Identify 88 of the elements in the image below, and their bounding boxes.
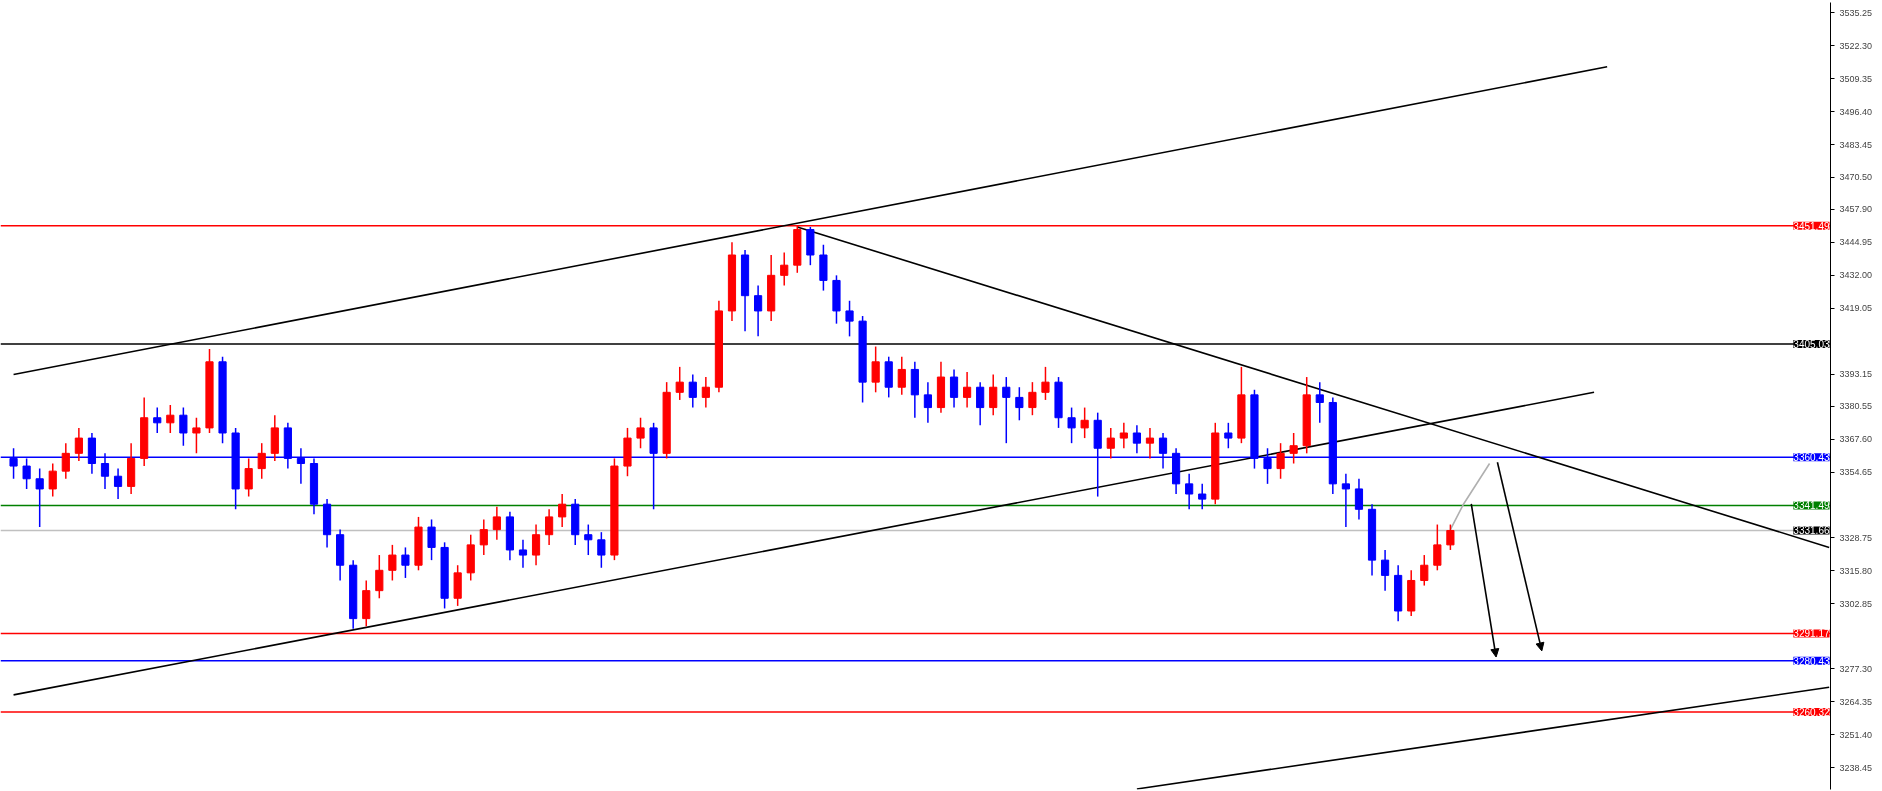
candlestick (1132, 424, 1141, 455)
candlestick (963, 371, 972, 409)
candlestick (871, 345, 880, 394)
candlestick (1380, 549, 1390, 592)
candlestick (701, 376, 710, 409)
candlestick (518, 539, 528, 569)
ref-line-label: 3405.03 (1793, 338, 1830, 350)
candlestick (61, 442, 70, 480)
candlestick (427, 518, 436, 561)
candlestick (597, 531, 606, 569)
ref-line-label: 3341.49 (1793, 500, 1830, 512)
candlestick (1420, 554, 1429, 587)
candlestick (636, 416, 645, 449)
candlestick (48, 462, 57, 498)
candlestick (1015, 386, 1024, 422)
candlestick (1289, 432, 1298, 465)
candlestick (166, 404, 175, 434)
y-tick-label: 3509.35 (1839, 73, 1873, 84)
ref-line-label: 3451.49 (1793, 220, 1830, 232)
candlestick (74, 427, 83, 462)
candlestick (558, 493, 567, 528)
candlestick (754, 284, 763, 338)
candlestick (1276, 442, 1285, 480)
y-tick-label: 3419.05 (1839, 303, 1873, 314)
ref-line-label: 3291.17 (1793, 628, 1830, 640)
candlestick (1354, 478, 1364, 521)
candlestick (1002, 376, 1011, 444)
candlestick (1224, 422, 1233, 449)
y-tick-label: 3483.45 (1839, 139, 1873, 150)
candlestick (688, 373, 697, 409)
candlestick (257, 442, 266, 480)
candlestick (192, 416, 201, 455)
candlestick (897, 355, 906, 396)
candlestick (1041, 366, 1050, 401)
candlestick (1185, 472, 1194, 511)
candlestick (989, 373, 998, 416)
candlestick (375, 554, 384, 600)
candlestick (545, 508, 554, 546)
y-tick-label: 3238.45 (1839, 762, 1873, 773)
y-tick-label: 3315.80 (1839, 565, 1873, 576)
y-tick-label: 3444.95 (1839, 237, 1873, 248)
candlestick (675, 366, 684, 401)
y-tick-label: 3264.35 (1839, 696, 1873, 707)
candlestick (1067, 406, 1076, 444)
candlestick (153, 406, 162, 434)
candlestick (113, 467, 123, 500)
candlestick (492, 505, 501, 541)
candlestick (1145, 427, 1155, 460)
candlestick (845, 300, 854, 338)
candlestick (1446, 523, 1455, 551)
candlestick (401, 546, 410, 579)
y-tick-label: 3277.30 (1839, 663, 1873, 674)
candlestick (1028, 381, 1037, 416)
y-tick-label: 3393.15 (1839, 369, 1873, 380)
candlestick (1119, 422, 1128, 449)
y-tick-label: 3496.40 (1839, 106, 1873, 117)
candlestick (780, 251, 789, 287)
candlestick (1433, 523, 1442, 572)
candlestick (531, 523, 541, 566)
y-tick-label: 3302.85 (1839, 598, 1873, 609)
candlestick (1080, 406, 1089, 439)
y-tick-label: 3354.65 (1839, 467, 1873, 478)
candlestick (1198, 483, 1207, 511)
ref-line-label: 3280.43 (1793, 655, 1830, 667)
y-tick-label: 3432.00 (1839, 270, 1873, 281)
candlestick (388, 544, 397, 582)
y-tick-label: 3522.30 (1839, 40, 1873, 51)
ref-line-label: 3360.43 (1793, 452, 1830, 464)
candlestick (1341, 472, 1350, 528)
y-tick-label: 3380.55 (1839, 401, 1873, 412)
candlestick (584, 523, 593, 556)
y-tick-label: 3328.75 (1839, 532, 1873, 543)
y-tick-label: 3251.40 (1839, 729, 1873, 740)
y-tick-label: 3457.90 (1839, 204, 1873, 215)
candlestick (35, 467, 44, 528)
candlestick (179, 406, 188, 447)
ref-line-label: 3331.66 (1793, 525, 1830, 537)
y-tick-label: 3367.60 (1839, 434, 1873, 445)
candlestick (949, 368, 959, 409)
ref-line-label: 3260.32 (1793, 706, 1830, 718)
candlestick (976, 381, 985, 427)
candlestick (1106, 427, 1115, 460)
y-tick-label: 3470.50 (1839, 172, 1873, 183)
candlestick (1315, 381, 1324, 424)
candlestick (923, 381, 932, 424)
y-tick-label: 3535.25 (1839, 7, 1873, 18)
candlestick (244, 457, 253, 498)
candlestick (479, 518, 488, 556)
